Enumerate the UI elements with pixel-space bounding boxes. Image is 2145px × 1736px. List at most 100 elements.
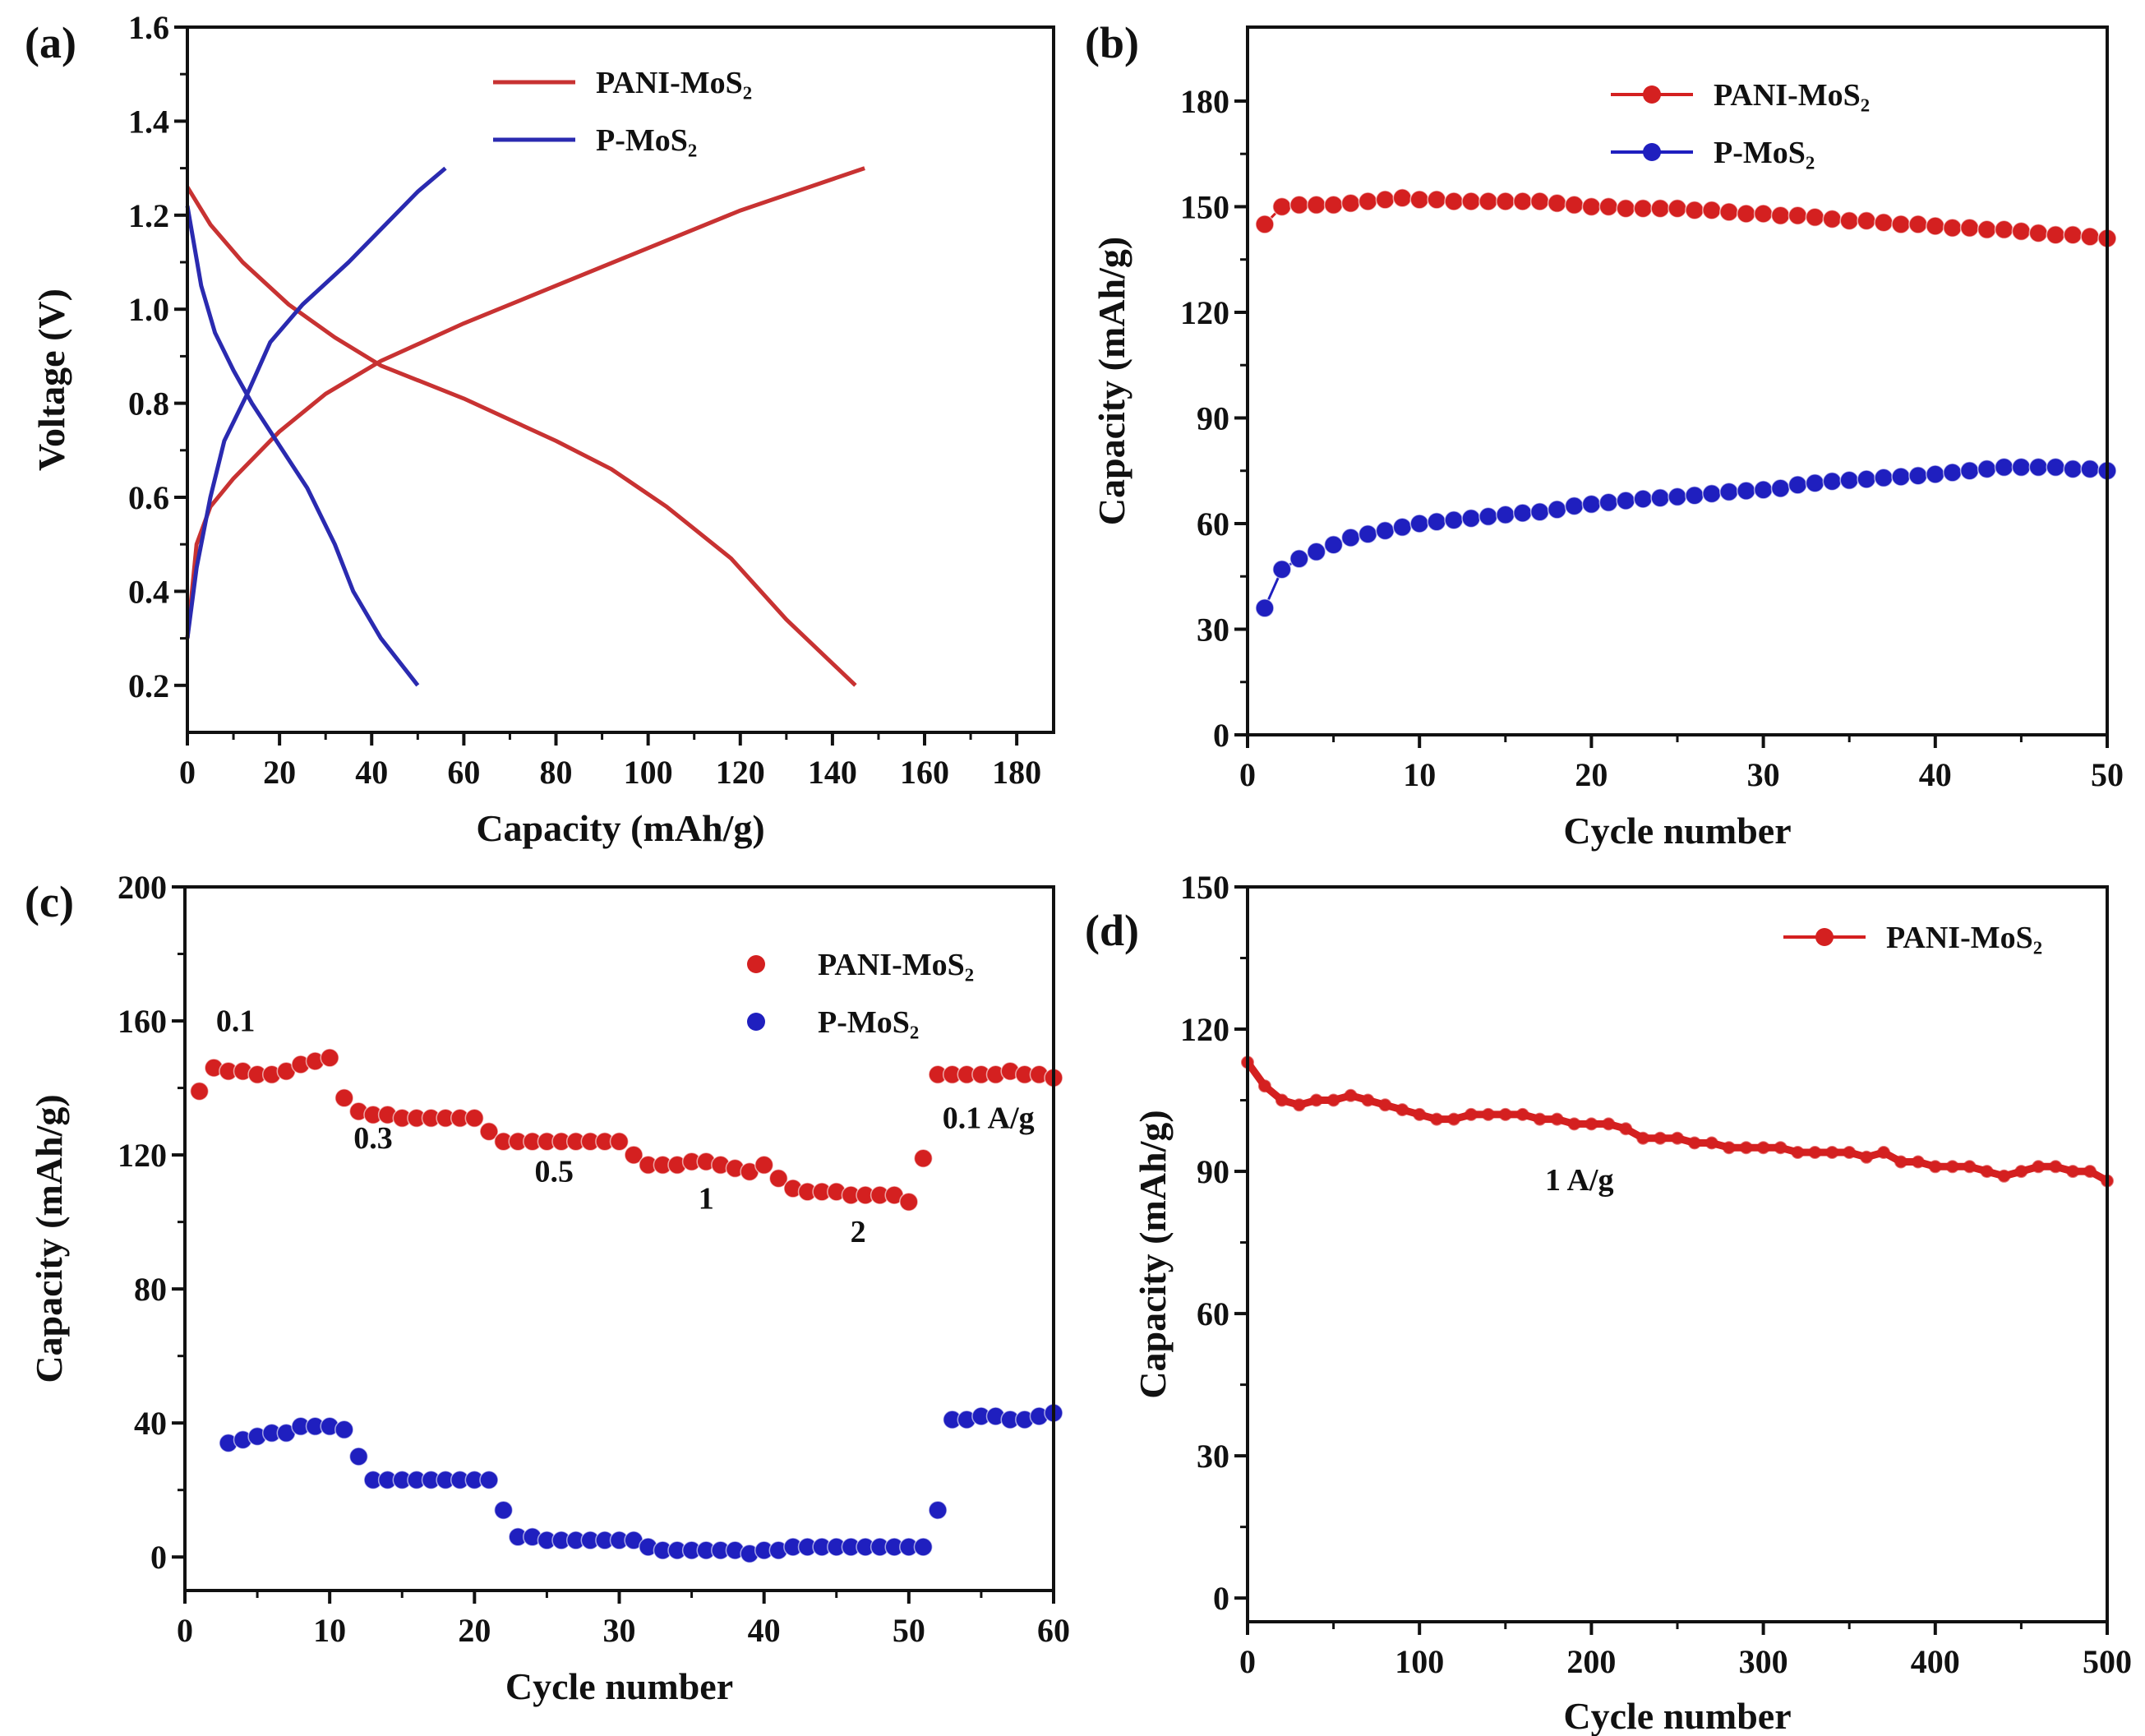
y-tick-label: 1.4 (128, 103, 169, 140)
series-pani-mos- (1241, 1055, 2114, 1188)
series-line (1244, 1060, 2110, 1184)
data-point (1326, 1093, 1340, 1107)
data-point (464, 1108, 485, 1129)
axes-frame (1246, 25, 2109, 736)
x-axis-title: Cycle number (1563, 1695, 1791, 1736)
chart-panel-d: 0 100 200 300 400 500 0 30 60 90 120 150 Cycle numbe… (1085, 869, 2132, 1736)
data-point (1512, 192, 1533, 211)
data-point (1788, 205, 1808, 225)
data-point (1275, 1093, 1289, 1107)
x-tick-label: 160 (900, 754, 949, 791)
legend-label: PANI-MoS₂ (596, 66, 752, 100)
axes-frame (186, 25, 1055, 734)
data-point (348, 1447, 369, 1466)
y-tick-label: 150 (1180, 188, 1229, 225)
data-point (1636, 1131, 1650, 1145)
x-tick-label: 140 (808, 754, 857, 791)
data-point (1255, 598, 1275, 618)
y-tick-label: 1.2 (128, 197, 169, 234)
data-point (1272, 559, 1292, 579)
x-axis-title: Cycle number (1563, 810, 1791, 852)
data-point (2032, 1160, 2046, 1174)
data-point (2014, 1165, 2028, 1179)
chart-panel-a: 0 20 40 60 80 100 120 140 160 180 0.2 0.4 0.6 0.8 1.0 1… (25, 9, 1055, 849)
data-point (1788, 475, 1808, 495)
data-point (1567, 1117, 1581, 1131)
data-point (1581, 494, 1602, 515)
y-tick-label: 120 (1180, 1011, 1229, 1048)
data-point (754, 1155, 774, 1175)
data-point (320, 1048, 339, 1068)
y-tick-label: 1.0 (128, 291, 169, 328)
annotation-label: 0.3 (353, 1121, 393, 1156)
y-tick-label: 1.6 (128, 9, 169, 46)
data-point (1447, 1112, 1460, 1126)
data-point (1994, 219, 2014, 240)
x-tick-label: 60 (447, 754, 480, 791)
series-pani-mos-discharge (185, 186, 857, 687)
y-tick-label: 120 (1180, 294, 1229, 331)
data-point (1564, 195, 1585, 215)
y-tick-label: 80 (134, 1271, 167, 1308)
data-point (1564, 496, 1585, 516)
data-point (1358, 524, 1378, 544)
data-point (2028, 457, 2049, 478)
chart-panel-b: 0 10 20 30 40 50 0 30 60 90 120 150 180 Cycle number C… (1085, 18, 2124, 852)
data-point (1478, 192, 1498, 211)
data-point (1736, 204, 1756, 224)
data-point (1444, 192, 1464, 211)
data-point (1547, 500, 1567, 519)
data-point (1891, 467, 1911, 487)
data-point (1719, 482, 1739, 502)
data-point (1994, 457, 2014, 478)
legend-marker (1643, 143, 1661, 161)
data-point (1427, 512, 1446, 532)
data-point (1633, 198, 1653, 219)
x-tick-label: 40 (355, 754, 388, 791)
data-point (1323, 534, 1344, 555)
data-point (1877, 1146, 1890, 1159)
series-pani-mos- (1255, 188, 2117, 248)
data-point (1633, 489, 1653, 509)
legend-label: P-MoS₂ (596, 123, 697, 158)
y-tick-label: 0.4 (128, 573, 169, 610)
data-point (1292, 1098, 1306, 1112)
data-point (1309, 1093, 1323, 1107)
annotation-label: 0.1 (216, 1004, 256, 1038)
y-tick-label: 90 (1197, 399, 1229, 436)
data-point (2046, 457, 2065, 478)
y-tick-label: 0.2 (128, 667, 169, 704)
data-point (1650, 198, 1670, 219)
data-point (1375, 520, 1395, 541)
data-point (1753, 204, 1774, 224)
data-point (1344, 1088, 1358, 1102)
y-tick-label: 200 (118, 869, 167, 906)
x-tick-label: 0 (1239, 1643, 1256, 1680)
y-axis-title: Capacity (mAh/g) (1091, 237, 1132, 525)
annotation-label: 0.5 (534, 1155, 574, 1189)
data-point (1306, 195, 1326, 215)
x-tick-label: 10 (1403, 756, 1436, 793)
data-point (1857, 469, 1876, 489)
data-point (1255, 215, 1275, 234)
x-tick-label: 120 (716, 754, 765, 791)
data-point (1874, 468, 1894, 488)
data-point (1839, 210, 1859, 231)
data-point (1980, 1165, 1994, 1179)
data-point (2083, 1165, 2097, 1179)
data-point (624, 1145, 644, 1165)
data-point (1671, 1131, 1684, 1145)
data-point (1739, 1141, 1753, 1155)
y-tick-label: 160 (118, 1003, 167, 1040)
x-tick-label: 40 (1919, 756, 1952, 793)
panel-label: (b) (1085, 18, 1139, 67)
y-tick-label: 150 (1180, 869, 1229, 906)
data-point (1997, 1169, 2011, 1183)
y-tick-label: 0 (1213, 717, 1229, 754)
data-point (1959, 218, 1980, 238)
data-point (2028, 223, 2049, 243)
x-tick-label: 20 (458, 1612, 491, 1649)
data-point (2046, 224, 2065, 245)
data-point (1444, 510, 1464, 530)
data-point (1323, 195, 1344, 215)
